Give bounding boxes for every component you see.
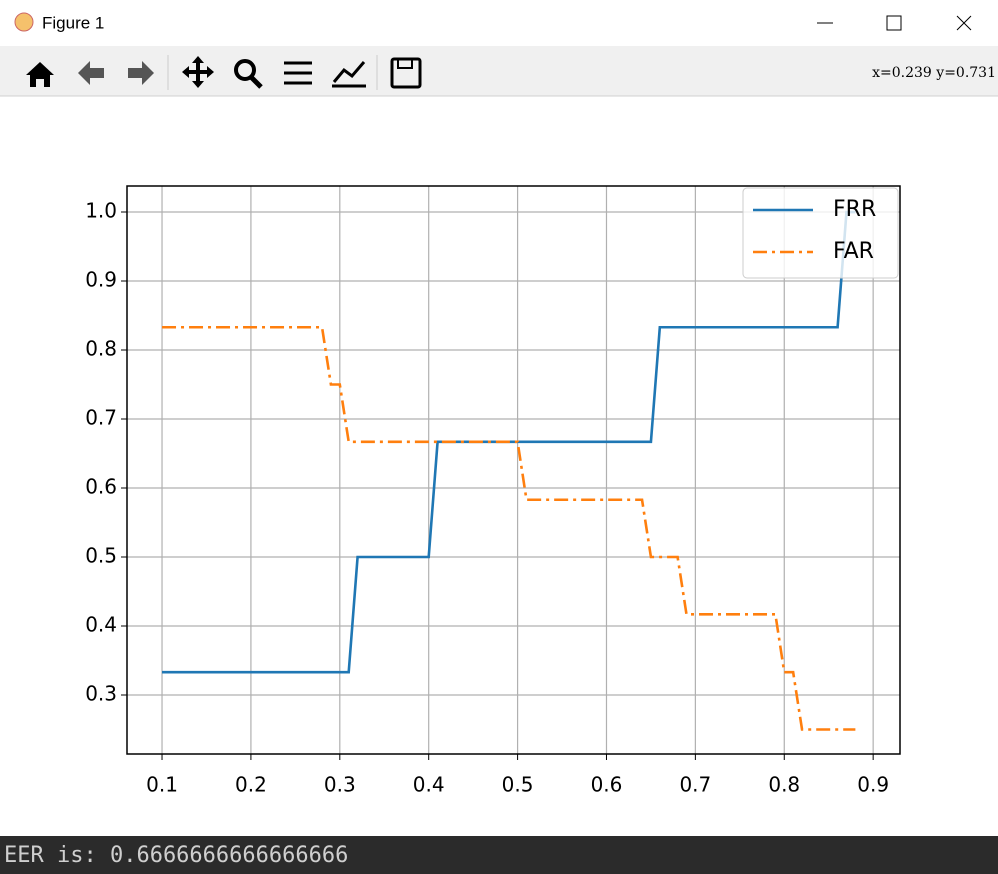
x-tick-label: 0.5 (502, 773, 534, 797)
back-button[interactable] (78, 61, 104, 85)
y-tick-label: 0.6 (85, 475, 117, 499)
zoom-handle (249, 75, 263, 89)
x-tick-label: 0.6 (591, 773, 623, 797)
y-tick-label: 0.5 (85, 544, 117, 568)
save-icon-detail (397, 58, 413, 69)
close-button[interactable] (956, 15, 972, 31)
x-tick-label: 0.8 (768, 773, 800, 797)
y-tick-label: 0.8 (85, 337, 117, 361)
zoom-button[interactable] (234, 59, 256, 81)
y-tick-label: 0.7 (85, 406, 117, 430)
x-tick-label: 0.2 (235, 773, 267, 797)
x-tick-label: 0.7 (679, 773, 711, 797)
title-bar (0, 0, 998, 46)
line (162, 325, 856, 731)
home-button[interactable] (26, 62, 54, 87)
legend-label: FAR (833, 239, 874, 264)
pan-button[interactable] (182, 56, 214, 88)
y-tick-label: 0.9 (85, 268, 117, 292)
window-title: Figure 1 (42, 13, 104, 32)
legend-label: FRR (833, 197, 876, 222)
console-output: EER is: 0.6666666666666666 (4, 843, 348, 868)
edit-axis-button[interactable] (332, 61, 366, 88)
forward-button[interactable] (128, 61, 154, 85)
y-tick-label: 0.4 (85, 613, 117, 637)
cursor-coordinates: x=0.239 y=0.731 (872, 65, 996, 81)
x-tick-label: 0.9 (857, 773, 889, 797)
maximize-button[interactable] (886, 15, 902, 31)
x-tick-label: 0.4 (413, 773, 445, 797)
toolbar (0, 46, 998, 96)
configure-button[interactable] (284, 61, 312, 85)
plot-frame (126, 185, 901, 755)
x-tick-label: 0.1 (146, 773, 178, 797)
y-tick-label: 0.3 (85, 682, 117, 706)
plot: 0.1 0.2 0.3 0.4 0.5 0.6 0.7 0.8 0.9 0.3 0.4 0.5 0.6 0… (85, 185, 901, 797)
console (0, 836, 998, 874)
y-tick-label: 1.0 (85, 199, 117, 223)
app-icon (14, 12, 34, 32)
x-tick-label: 0.3 (324, 773, 356, 797)
